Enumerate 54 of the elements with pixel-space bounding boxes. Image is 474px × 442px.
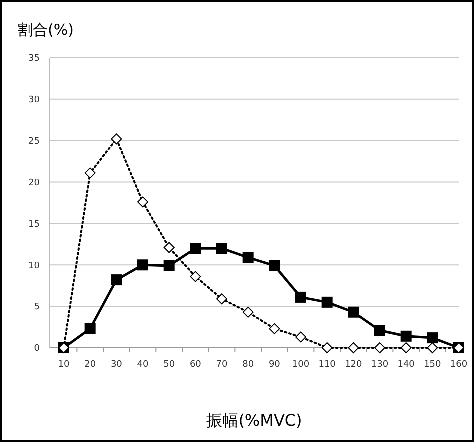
x-tick-label: 40: [137, 360, 149, 370]
point: [138, 260, 148, 271]
y-tick-label: 10: [28, 261, 40, 272]
point: [84, 168, 96, 179]
y-tick-label: 0: [34, 344, 40, 354]
point: [374, 342, 386, 354]
point: [216, 243, 228, 254]
x-tick-label: 160: [450, 360, 468, 370]
point: [164, 242, 175, 254]
x-tick-label: 20: [84, 360, 96, 370]
point: [242, 306, 254, 318]
point: [190, 271, 202, 282]
x-tick-label: 140: [398, 360, 416, 370]
point: [296, 332, 306, 343]
x-axis-title: 振幅(%MVC): [206, 411, 302, 430]
point: [427, 332, 438, 344]
y-tick-label: 25: [28, 137, 40, 148]
y-axis-title: 割合(%): [18, 21, 74, 39]
point: [322, 342, 333, 354]
x-tick-label: 30: [110, 360, 123, 370]
x-tick-label: 10: [58, 360, 70, 370]
point: [427, 342, 438, 354]
point: [190, 243, 202, 254]
y-tick-label: 15: [28, 220, 40, 230]
point: [111, 274, 122, 286]
point: [269, 260, 280, 272]
y-tick-label: 5: [34, 302, 40, 313]
y-tick-label: 35: [28, 54, 40, 64]
x-tick-label: 90: [268, 360, 281, 370]
point: [348, 342, 360, 354]
point: [348, 306, 360, 318]
point: [242, 252, 254, 264]
x-tick-label: 100: [292, 360, 310, 370]
y-tick-label: 30: [28, 96, 40, 106]
x-tick-label: 70: [216, 360, 228, 370]
x-tick-label: 60: [190, 360, 202, 370]
point: [400, 330, 412, 342]
point: [296, 292, 306, 303]
x-tick-label: 150: [424, 360, 442, 370]
x-tick-label: 50: [164, 360, 176, 370]
x-tick-label: 110: [318, 360, 336, 370]
point: [400, 342, 412, 354]
x-tick-label: 120: [345, 360, 363, 370]
point: [216, 294, 228, 305]
y-tick-label: 20: [28, 178, 40, 188]
point: [111, 134, 122, 145]
x-tick-label: 130: [371, 360, 389, 370]
point: [164, 260, 175, 272]
x-tick-label: 80: [242, 360, 254, 370]
point: [374, 325, 386, 336]
point: [138, 196, 148, 208]
point: [84, 323, 96, 334]
point: [269, 323, 280, 334]
point: [322, 296, 333, 308]
